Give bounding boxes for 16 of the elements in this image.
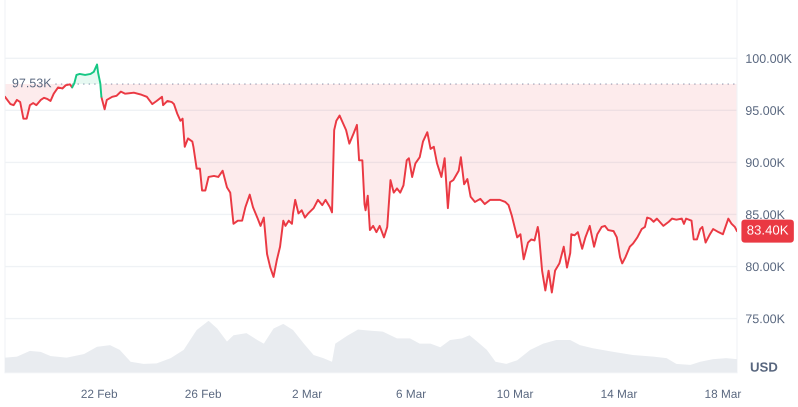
annotation: 83.40K xyxy=(747,225,788,235)
x-tick-label: 22 Feb xyxy=(81,389,118,398)
y-axis-title: USD xyxy=(750,362,778,372)
y-tick-label: 90.00K xyxy=(746,158,785,168)
y-tick-label: 100.00K xyxy=(746,54,792,63)
y-tick-label: 75.00K xyxy=(746,314,785,324)
x-tick-label: 2 Mar xyxy=(292,390,322,398)
x-tick-label: 26 Feb xyxy=(185,389,222,398)
ref-line-label: 97.53K xyxy=(12,78,52,88)
x-tick-label: 18 Mar xyxy=(705,390,742,398)
x-tick-label: 6 Mar xyxy=(396,390,426,398)
y-tick-label: 95.00K xyxy=(746,106,785,116)
x-tick-label: 14 Mar xyxy=(602,390,638,398)
y-tick-label: 80.00K xyxy=(746,262,785,272)
y-tick-label: 85.00K xyxy=(746,210,785,220)
x-tick-label: 10 Mar xyxy=(498,390,534,398)
